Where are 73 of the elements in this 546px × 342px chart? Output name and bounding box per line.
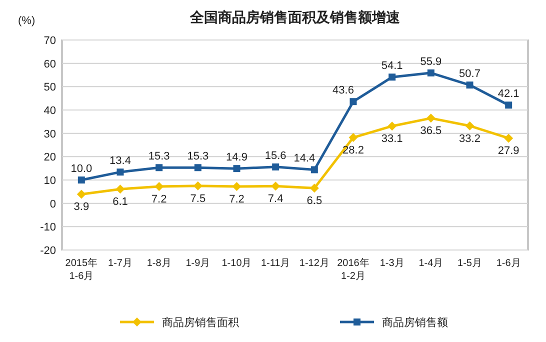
data-label: 15.3 — [187, 150, 209, 163]
x-tick-label: 1-10月 — [222, 258, 252, 269]
point — [116, 168, 124, 176]
x-tick-label: 1-8月 — [146, 258, 172, 269]
y-tick-label: 20 — [44, 152, 56, 164]
point — [350, 98, 357, 106]
data-label: 6.1 — [112, 196, 128, 208]
y-tick-label: 70 — [44, 35, 56, 47]
chart-title: 全国商品房销售面积及销售额增速 — [189, 9, 401, 25]
data-label: 14.4 — [294, 152, 316, 165]
point — [310, 166, 318, 174]
x-tick-label: 2016年 1-2月 — [337, 257, 370, 282]
legend-label: 商品房销售额 — [382, 316, 448, 329]
point — [504, 134, 514, 143]
point — [427, 69, 434, 76]
point — [116, 184, 125, 194]
point — [466, 82, 474, 89]
x-tick-label: 1-9月 — [186, 258, 210, 269]
data-label: 7.4 — [268, 193, 284, 206]
data-label: 15.3 — [148, 150, 170, 163]
point — [233, 165, 240, 172]
data-label: 50.7 — [459, 68, 480, 80]
y-axis-title: (%) — [18, 15, 36, 27]
x-tick-label: 1-11月 — [260, 258, 290, 269]
x-tick-label: 1-4月 — [418, 258, 444, 269]
y-tick-label: -10 — [40, 222, 56, 234]
point — [193, 181, 202, 190]
point — [194, 164, 202, 172]
point — [465, 121, 474, 130]
point — [310, 184, 319, 193]
data-label: 43.6 — [332, 84, 354, 97]
data-label: 36.5 — [420, 125, 442, 138]
data-label: 10.0 — [70, 163, 92, 175]
point — [156, 164, 163, 172]
y-tick-label: 40 — [44, 105, 56, 117]
data-label: 14.9 — [226, 152, 248, 164]
y-tick-label: 0 — [50, 198, 56, 210]
x-tick-label: 1-6月 — [496, 258, 521, 269]
data-label: 7.5 — [190, 192, 206, 205]
data-label: 6.5 — [306, 195, 322, 208]
point — [388, 74, 396, 81]
data-label: 33.1 — [381, 133, 403, 146]
data-label: 3.9 — [74, 201, 90, 214]
point — [348, 133, 358, 142]
point — [232, 182, 242, 192]
x-tick-label: 1-5月 — [458, 258, 482, 269]
point — [426, 114, 436, 123]
point — [271, 182, 280, 191]
data-label: 7.2 — [229, 194, 244, 206]
data-label: 28.2 — [342, 144, 364, 157]
data-label: 13.4 — [110, 155, 131, 168]
point — [76, 190, 86, 199]
data-label: 33.2 — [459, 132, 480, 145]
legend-label: 商品房销售面积 — [162, 316, 239, 329]
data-label: 54.1 — [381, 60, 403, 72]
point — [388, 122, 397, 131]
data-label: 15.6 — [264, 150, 286, 162]
y-tick-label: -20 — [40, 245, 56, 257]
point — [505, 102, 512, 109]
x-tick-label: 1-7月 — [108, 258, 132, 269]
data-label: 27.9 — [498, 145, 520, 158]
data-label: 55.9 — [420, 56, 442, 68]
point — [272, 163, 280, 170]
y-tick-label: 30 — [44, 128, 56, 140]
x-tick-label: 1-12月 — [299, 258, 330, 269]
y-tick-label: 60 — [44, 58, 56, 70]
point — [78, 176, 85, 184]
data-label: 42.1 — [498, 88, 520, 100]
y-tick-label: 50 — [44, 82, 56, 94]
x-tick-label: 1-3月 — [380, 258, 404, 269]
data-label: 7.2 — [151, 194, 167, 206]
x-tick-label: 2015年 1-6月 — [65, 257, 98, 282]
y-tick-label: 10 — [44, 175, 56, 187]
